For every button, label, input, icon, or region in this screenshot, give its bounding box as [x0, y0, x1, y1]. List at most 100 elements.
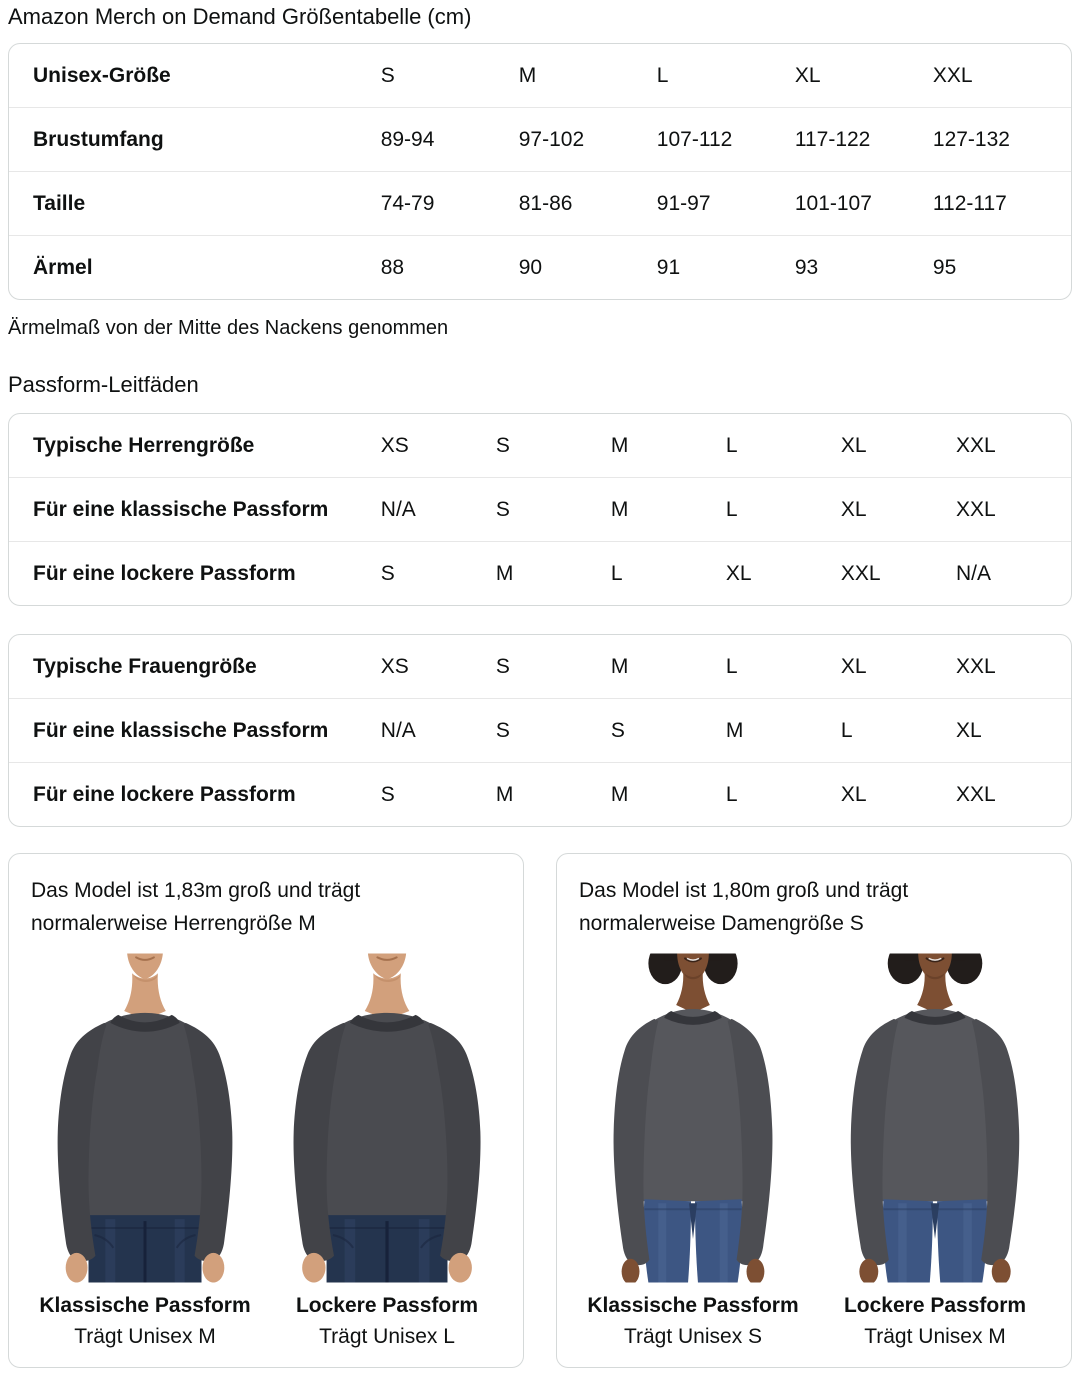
model-figure: Lockere Passform Trägt Unisex M: [821, 952, 1049, 1349]
fit-label: Lockere Passform: [843, 1294, 1027, 1317]
table-cell: S: [380, 762, 496, 826]
fit-guides-title: Passform-Leitfäden: [8, 372, 199, 397]
row-label: Unisex-Größe: [33, 63, 171, 87]
fit-label: Lockere Passform: [295, 1294, 479, 1317]
table-cell: 95: [932, 235, 1071, 299]
row-label: Für eine klassische Passform: [9, 698, 381, 763]
table-cell: 81-86: [518, 171, 657, 236]
table-cell: 97-102: [518, 107, 657, 172]
table-row: Typische Herrengröße XS S M L XL XXL: [9, 414, 1071, 478]
male-model-classic-photo: [31, 952, 259, 1284]
table-cell: L: [725, 477, 841, 542]
table-cell: N/A: [380, 477, 496, 542]
table-cell: M: [610, 433, 629, 457]
table-cell: L: [610, 541, 726, 605]
table-row: Typische Frauengröße XS S M L XL XXL: [9, 635, 1071, 699]
model-description: Das Model ist 1,83m groß und trägt norma…: [31, 879, 361, 935]
row-label: Typische Frauengröße: [33, 654, 257, 678]
table-cell: XS: [380, 654, 409, 678]
table-cell: M: [495, 762, 611, 826]
table-cell: M: [518, 63, 537, 87]
table-cell: 91: [656, 235, 795, 299]
row-label: Taille: [9, 171, 381, 236]
table-cell: XL: [840, 762, 956, 826]
table-cell: L: [656, 63, 669, 87]
table-row: Für eine lockere Passform S M L XL XXL N…: [9, 541, 1071, 605]
table-cell: XXL: [955, 433, 996, 457]
table-cell: S: [495, 433, 510, 457]
table-cell: 93: [794, 235, 933, 299]
model-figures: Klassische Passform Trägt Unisex M Locke…: [31, 952, 501, 1349]
table-cell: L: [725, 762, 841, 826]
male-model-loose-photo: [273, 952, 501, 1284]
table-row: Für eine klassische Passform N/A S M L X…: [9, 477, 1071, 542]
table-cell: XS: [380, 433, 409, 457]
mens-fit-table: Typische Herrengröße XS S M L XL XXL Für…: [8, 413, 1072, 606]
table-row: Taille 74-79 81-86 91-97 101-107 112-117: [9, 171, 1071, 236]
table-cell: XL: [955, 698, 1071, 763]
table-cell: N/A: [955, 541, 1071, 605]
table-cell: XL: [840, 433, 867, 457]
row-label: Für eine klassische Passform: [9, 477, 381, 542]
table-cell: L: [725, 433, 738, 457]
table-cell: M: [610, 654, 629, 678]
table-cell: XL: [794, 63, 821, 87]
row-label: Ärmel: [9, 235, 381, 299]
fit-table: Typische Herrengröße XS S M L XL XXL Für…: [9, 414, 1071, 605]
table-cell: XXL: [955, 654, 996, 678]
table-cell: S: [495, 477, 611, 542]
model-description: Das Model ist 1,80m groß und trägt norma…: [579, 879, 909, 935]
table-cell: 117-122: [794, 107, 933, 172]
model-figure: Klassische Passform Trägt Unisex S: [579, 952, 807, 1349]
sleeve-measure-note: Ärmelmaß von der Mitte des Nackens genom…: [8, 317, 449, 339]
size-table: Unisex-Größe S M L XL XXL Brustumfang 89…: [9, 44, 1071, 299]
table-cell: S: [495, 698, 611, 763]
table-cell: M: [725, 698, 841, 763]
table-row: Für eine lockere Passform S M M L XL XXL: [9, 762, 1071, 826]
table-cell: S: [380, 63, 395, 87]
row-label: Für eine lockere Passform: [9, 541, 381, 605]
table-cell: 101-107: [794, 171, 933, 236]
fit-table: Typische Frauengröße XS S M L XL XXL Für…: [9, 635, 1071, 826]
unisex-size-table: Unisex-Größe S M L XL XXL Brustumfang 89…: [8, 43, 1072, 300]
table-row: Brustumfang 89-94 97-102 107-112 117-122…: [9, 107, 1071, 172]
table-cell: L: [840, 698, 956, 763]
table-row: Unisex-Größe S M L XL XXL: [9, 44, 1071, 108]
table-cell: XXL: [932, 63, 973, 87]
table-row: Für eine klassische Passform N/A S S M L…: [9, 698, 1071, 763]
size-label: Trägt Unisex L: [319, 1325, 455, 1348]
female-model-loose-photo: [821, 952, 1049, 1284]
table-cell: M: [495, 541, 611, 605]
model-figure: Lockere Passform Trägt Unisex L: [273, 952, 501, 1349]
table-cell: 107-112: [656, 107, 795, 172]
table-cell: S: [610, 698, 726, 763]
table-cell: 91-97: [656, 171, 795, 236]
model-cards: Das Model ist 1,83m groß und trägt norma…: [8, 853, 1072, 1368]
size-label: Trägt Unisex M: [74, 1325, 216, 1348]
table-cell: XL: [840, 654, 867, 678]
female-model-classic-photo: [579, 952, 807, 1284]
table-cell: 90: [518, 235, 657, 299]
size-label: Trägt Unisex M: [864, 1325, 1006, 1348]
table-cell: S: [380, 541, 496, 605]
page-title: Amazon Merch on Demand Größentabelle (cm…: [8, 4, 472, 29]
table-cell: 74-79: [380, 171, 519, 236]
model-figure: Klassische Passform Trägt Unisex M: [31, 952, 259, 1349]
table-row: Ärmel 88 90 91 93 95: [9, 235, 1071, 299]
table-cell: S: [495, 654, 510, 678]
row-label: Brustumfang: [9, 107, 381, 172]
fit-guides-section: Typische Herrengröße XS S M L XL XXL Für…: [8, 413, 1072, 827]
table-cell: N/A: [380, 698, 496, 763]
table-cell: 89-94: [380, 107, 519, 172]
size-label: Trägt Unisex S: [623, 1325, 763, 1348]
row-label: Typische Herrengröße: [33, 433, 255, 457]
female-model-card: Das Model ist 1,80m groß und trägt norma…: [556, 853, 1072, 1368]
table-cell: 112-117: [932, 171, 1071, 236]
table-cell: XL: [725, 541, 841, 605]
table-cell: XXL: [955, 477, 1071, 542]
table-cell: 88: [380, 235, 519, 299]
table-cell: L: [725, 654, 738, 678]
table-cell: 127-132: [932, 107, 1071, 172]
table-cell: XL: [840, 477, 956, 542]
